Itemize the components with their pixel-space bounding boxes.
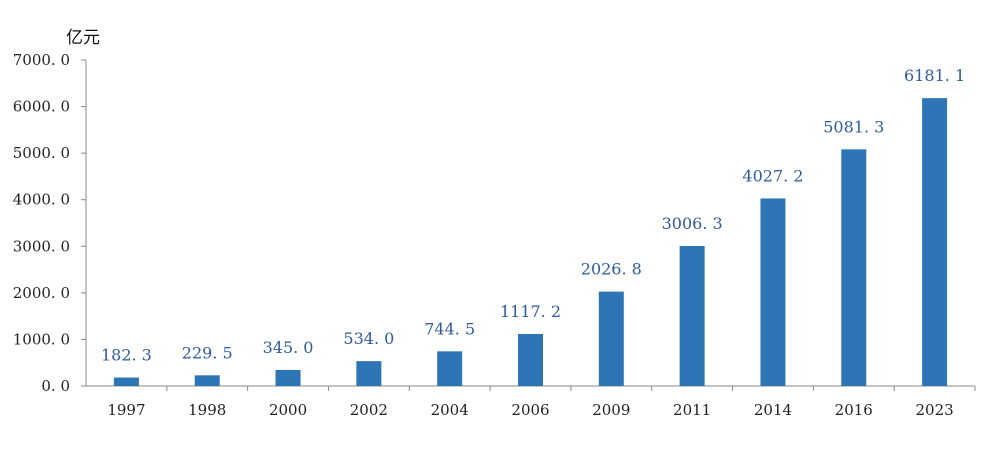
data-label: 534. 0: [343, 329, 394, 348]
x-tick-label: 1998: [188, 401, 226, 419]
y-tick-label: 6000. 0: [13, 98, 70, 116]
x-tick-label: 2006: [511, 401, 549, 419]
bar: [437, 351, 463, 386]
y-tick-label: 0. 0: [41, 377, 70, 395]
x-tick-label: 2014: [754, 401, 792, 419]
x-tick-label: 2002: [350, 401, 388, 419]
data-label: 1117. 2: [500, 302, 561, 321]
bar: [922, 98, 948, 387]
x-axis: 1997 1998 2000 2002 2004 2006 2009 2011 2014 2016…: [86, 385, 976, 419]
bar: [679, 245, 705, 386]
x-tick-label: 2009: [592, 401, 630, 419]
x-tick-label: 2023: [915, 401, 953, 419]
y-tick-label: 4000. 0: [13, 191, 70, 209]
x-tick-label: 1997: [107, 401, 145, 419]
data-label: 5081. 3: [823, 117, 884, 136]
data-labels: 182. 3 229. 5 345. 0 534. 0 744. 5 1117. 2 202…: [101, 66, 965, 364]
data-label: 3006. 3: [662, 214, 723, 233]
bar: [598, 291, 624, 386]
x-tick-label: 2016: [835, 401, 873, 419]
data-label: 345. 0: [263, 338, 314, 357]
y-tick-label: 2000. 0: [13, 284, 70, 302]
data-label: 6181. 1: [904, 66, 965, 85]
bar: [841, 149, 867, 386]
bar: [760, 198, 786, 386]
bar: [518, 333, 543, 386]
y-tick-label: 3000. 0: [13, 237, 70, 255]
data-label: 182. 3: [101, 346, 152, 365]
bar: [194, 375, 220, 386]
bar: [275, 369, 301, 386]
x-tick-label: 2011: [673, 401, 711, 419]
data-label: 2026. 8: [581, 260, 642, 279]
data-label: 229. 5: [182, 343, 233, 362]
y-unit-label: 亿元: [66, 28, 100, 48]
data-label: 744. 5: [424, 319, 475, 338]
y-tick-label: 7000. 0: [13, 51, 70, 69]
x-tick-label: 2000: [269, 401, 307, 419]
bars: [113, 98, 948, 387]
x-tick-label: 2004: [431, 401, 469, 419]
y-axis: 0. 0 1000. 0 2000. 0 3000. 0 4000. 0 5000. 0 6…: [13, 51, 87, 395]
bar: [113, 377, 139, 386]
y-tick-label: 1000. 0: [13, 330, 70, 348]
data-label: 4027. 2: [742, 166, 803, 185]
y-tick-label: 5000. 0: [13, 144, 70, 162]
bar: [356, 361, 382, 386]
